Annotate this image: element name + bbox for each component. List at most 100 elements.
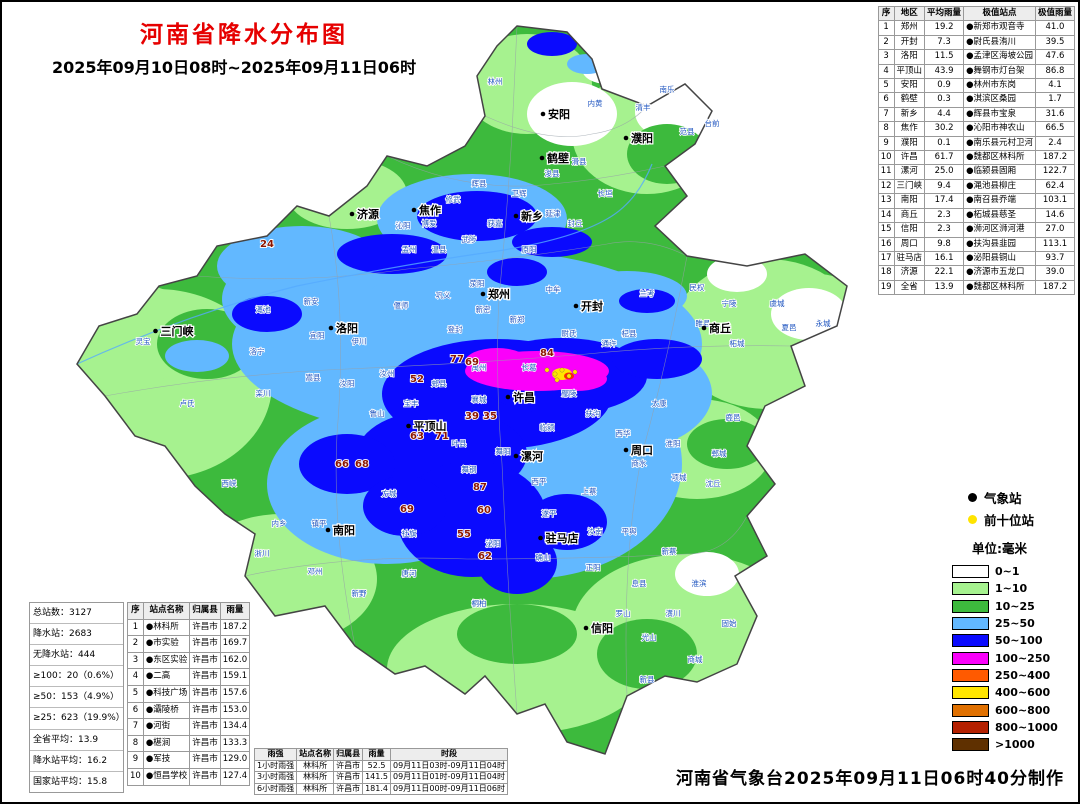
station-label: 禹州 xyxy=(472,363,487,372)
table-cell: 15 xyxy=(877,222,895,238)
table-cell: 林科所 xyxy=(296,771,335,784)
table-cell: 新乡 xyxy=(893,106,926,123)
city-label: 郑州 xyxy=(488,287,510,301)
table-row: 1 郑州 19.2 ●新郑市观音寺 41.0 xyxy=(877,20,1076,36)
table-cell: 2.4 xyxy=(1034,135,1076,152)
credit-text: 河南省气象台2025年09月11日06时40分制作 xyxy=(676,769,1064,789)
table-cell: 153.0 xyxy=(219,701,251,720)
station-label: 博爱 xyxy=(422,218,437,228)
station-label: 商水 xyxy=(632,458,647,468)
rainfall-value: 55 xyxy=(457,529,471,540)
station-label: 栾川 xyxy=(256,388,271,398)
table-cell: 17 xyxy=(877,250,895,267)
table-cell: 3 xyxy=(877,49,895,65)
table-row: 14 商丘 2.3 ●柘城县慈圣 14.6 xyxy=(877,207,1076,224)
table-cell: ●市实验 xyxy=(142,635,191,653)
table-cell: 全省 xyxy=(893,279,926,296)
table-cell: 许昌市 xyxy=(189,751,221,769)
table-row: 1 ●林科所 许昌市 187.2 xyxy=(127,618,251,637)
table-cell: ●河街 xyxy=(142,718,191,736)
rainfall-value: 66 xyxy=(335,459,349,470)
table-cell: 18 xyxy=(877,265,895,281)
table-row: 6小时雨强 林科所 许昌市 181.4 09月11日00时-09月11日06时 xyxy=(253,782,508,795)
station-label: 柘城 xyxy=(730,338,745,348)
station-label: 内乡 xyxy=(272,518,287,528)
station-label: 宝丰 xyxy=(404,398,419,408)
city-station-dot xyxy=(513,453,519,459)
table-row: 10 许昌 61.7 ●魏都区林科所 187.2 xyxy=(877,150,1076,166)
table-cell: 许昌市 xyxy=(189,734,221,753)
city-label: 驻马店 xyxy=(546,531,579,545)
column-header: 序 xyxy=(127,602,144,620)
table-cell: 12 xyxy=(877,178,895,195)
station-label: 温县 xyxy=(432,245,447,254)
table-cell: 103.1 xyxy=(1034,193,1076,209)
station-label: 襄城 xyxy=(472,394,487,404)
table-cell: ●灞陵桥 xyxy=(142,701,191,720)
table-cell: 122.7 xyxy=(1034,164,1076,180)
column-header: 极值雨量 xyxy=(1034,5,1076,22)
time-period: 2025年09月10日08时~2025年09月11日06时 xyxy=(52,58,417,77)
station-label: 鄢陵 xyxy=(562,389,577,398)
station-label: 获嘉 xyxy=(488,218,503,228)
table-cell: 169.7 xyxy=(219,635,251,653)
station-label: 方城 xyxy=(382,488,397,498)
station-label: 光山 xyxy=(642,632,657,642)
station-label: 沈丘 xyxy=(706,478,721,488)
county-boundaries xyxy=(104,26,792,715)
city-station-dot xyxy=(411,207,417,213)
table-cell: ●孟津区海坡公园 xyxy=(963,49,1036,65)
stats-line: 全省平均：13.9 xyxy=(30,730,123,751)
rainfall-value: 60 xyxy=(477,505,491,516)
table-cell: 许昌市 xyxy=(189,767,221,786)
table-row: 2 开封 7.3 ●尉氏县洧川 39.5 xyxy=(877,34,1076,51)
station-label: 孟州 xyxy=(402,244,417,254)
city-label: 漯河 xyxy=(521,449,543,463)
table-cell: 1 xyxy=(127,618,144,637)
station-label: 舞阳 xyxy=(496,446,511,456)
city-label: 开封 xyxy=(581,299,603,313)
table-cell: 1.7 xyxy=(1034,92,1076,108)
city-station-dot xyxy=(623,135,629,141)
column-header: 归属县 xyxy=(333,748,364,761)
rainfall-value: 68 xyxy=(355,459,369,470)
table-row: 3小时雨强 林科所 许昌市 141.5 09月11日01时-09月11日04时 xyxy=(253,771,508,784)
table-cell: 许昌市 xyxy=(189,618,221,637)
table-cell: 09月11日01时-09月11日04时 xyxy=(390,771,508,784)
station-label: 桐柏 xyxy=(472,598,487,608)
table-cell: ●椹涧 xyxy=(142,734,191,753)
rainfall-value: 63 xyxy=(410,431,424,442)
station-label: 郏县 xyxy=(432,378,447,388)
station-label: 息县 xyxy=(632,578,647,588)
station-label: 舞钢 xyxy=(462,464,477,474)
station-label: 罗山 xyxy=(616,608,631,618)
table-cell: 0.3 xyxy=(924,92,965,108)
city-station-dot xyxy=(328,325,334,331)
legend-class-label: 250~400 xyxy=(995,668,1051,682)
table-cell: 22.1 xyxy=(924,265,965,281)
rainfall-value: 69 xyxy=(400,504,414,515)
rainfall-value: 39 xyxy=(465,411,479,422)
table-cell: 济源 xyxy=(893,265,926,281)
page-title: 河南省降水分布图 xyxy=(140,22,348,48)
legend-class-row: 50~100 xyxy=(952,632,1078,649)
legend-class-row: 0~1 xyxy=(952,563,1078,580)
station-label: 鹿邑 xyxy=(726,412,741,422)
table-cell: 141.5 xyxy=(362,771,391,784)
city-station-dot xyxy=(539,155,545,161)
top10-table-header: 序站点名称 归属县 雨量 xyxy=(127,602,251,620)
column-header: 站点名称 xyxy=(142,602,191,620)
table-cell: ●林州市东岗 xyxy=(963,78,1036,94)
legend-class-row: 100~250 xyxy=(952,649,1078,666)
table-cell: 181.4 xyxy=(362,782,391,795)
station-label: 虞城 xyxy=(770,298,785,308)
station-label: 伊川 xyxy=(352,336,367,346)
table-row: 17 驻马店 16.1 ●泌阳县铜山 93.7 xyxy=(877,250,1076,267)
station-label: 宜阳 xyxy=(310,330,325,340)
table-cell: ●沁阳市神农山 xyxy=(963,121,1036,137)
table-row: 4 ●二高 许昌市 159.1 xyxy=(127,668,251,686)
table-cell: 许昌市 xyxy=(333,759,364,772)
yellow-river xyxy=(77,163,653,365)
city-label: 鹤壁 xyxy=(547,151,569,165)
city-station-dot xyxy=(153,328,158,334)
